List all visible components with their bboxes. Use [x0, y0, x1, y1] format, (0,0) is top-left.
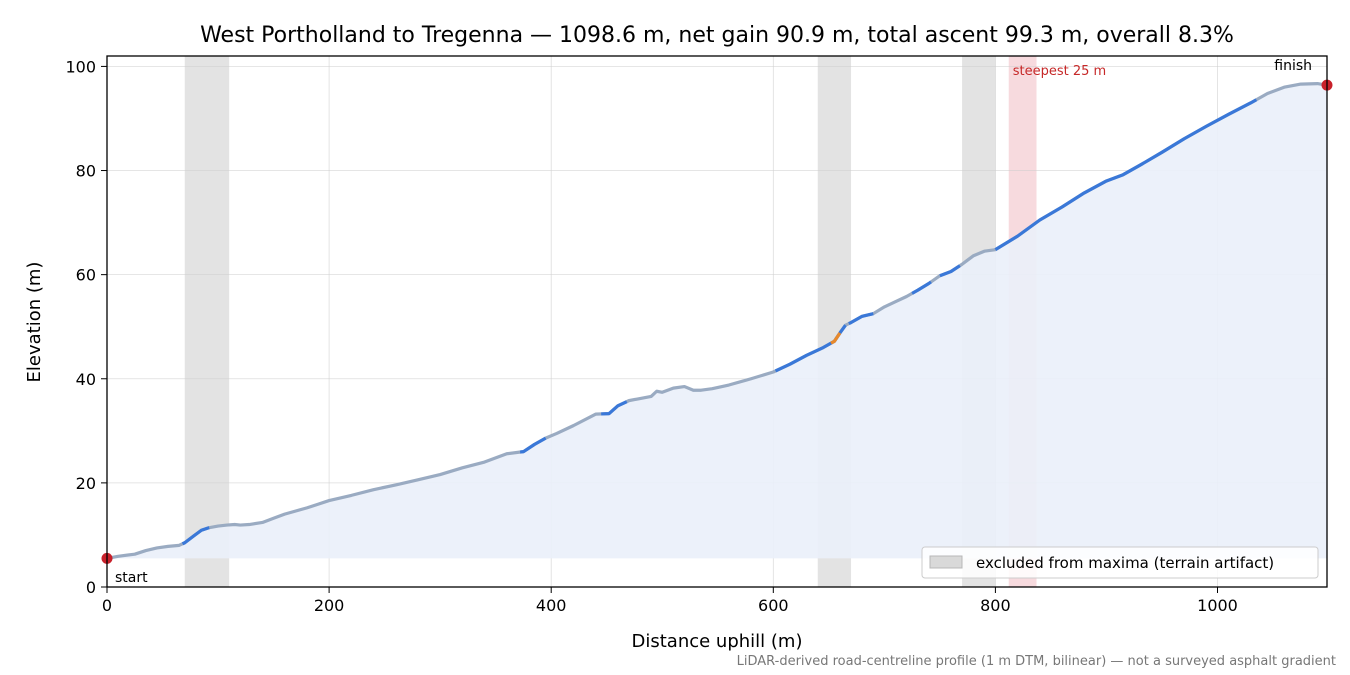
y-tick-label-4: 80: [76, 162, 96, 181]
x-tick-label-4: 800: [980, 596, 1011, 615]
excluded-band-1: [184, 56, 230, 587]
area-fill: [107, 83, 1327, 559]
plot-frame: [106, 55, 1328, 588]
steep-segment-3: [601, 400, 628, 416]
steep-segment-7: [939, 264, 961, 278]
x-tick-label-1: 200: [314, 596, 345, 615]
legend-entry-excluded: excluded from maxima (terrain artifact): [976, 554, 1274, 572]
legend-swatch-excluded: [929, 555, 963, 569]
steep-segment-1: [181, 526, 210, 546]
legend: excluded from maxima (terrain artifact): [921, 546, 1319, 579]
steep-segment-8: [994, 98, 1258, 252]
y-tick-label-2: 40: [76, 370, 96, 389]
y-tick-label-3: 60: [76, 266, 96, 285]
x-tick-label-2: 400: [536, 596, 567, 615]
chart-title: West Portholland to Tregenna — 1098.6 m,…: [200, 23, 1234, 48]
finish-label: finish: [1274, 58, 1312, 74]
start-label: start: [115, 570, 148, 586]
x-tick-label-0: 0: [102, 596, 112, 615]
elevation-area: [107, 83, 1327, 559]
very-steep-segment-1: [830, 332, 842, 345]
steepest-segment-label: steepest 25 m: [1013, 64, 1106, 79]
steep-segment-2: [519, 436, 547, 454]
y-tick-label-0: 0: [86, 578, 96, 597]
steep-segment-5: [848, 312, 874, 326]
x-tick-label-3: 600: [758, 596, 789, 615]
x-axis-label: Distance uphill (m): [632, 631, 803, 652]
legend-box: [921, 546, 1319, 579]
steep-segment-6: [911, 280, 932, 295]
y-tick-label-1: 20: [76, 474, 96, 493]
profile-lines: [106, 81, 1328, 560]
footnote: LiDAR-derived road-centreline profile (1…: [737, 654, 1336, 669]
axis-ticks: 0 200 400 600 800 1000 0 20 40 60 80 100: [65, 57, 1237, 615]
y-tick-label-5: 100: [65, 57, 96, 76]
x-tick-label-5: 1000: [1197, 596, 1238, 615]
y-axis-label: Elevation (m): [24, 262, 45, 383]
